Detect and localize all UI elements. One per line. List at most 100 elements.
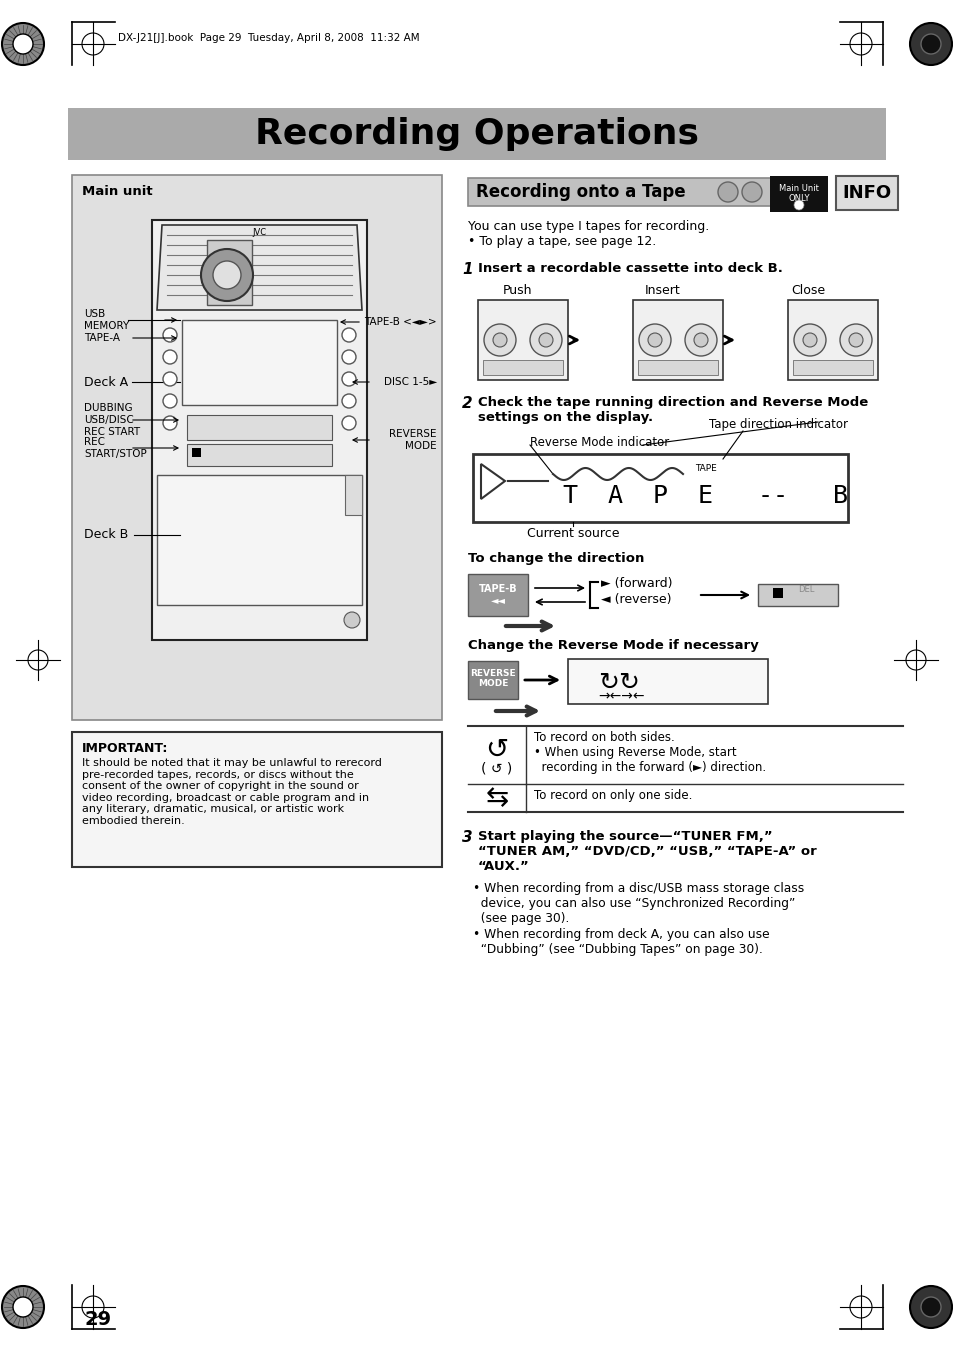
Circle shape (530, 324, 561, 357)
Text: To record on both sides.
• When using Reverse Mode, start
  recording in the for: To record on both sides. • When using Re… (534, 731, 765, 774)
Circle shape (793, 200, 803, 209)
Text: Change the Reverse Mode if necessary: Change the Reverse Mode if necessary (468, 639, 758, 653)
Text: Insert a recordable cassette into deck B.: Insert a recordable cassette into deck B… (477, 262, 782, 276)
Bar (468, 574, 527, 616)
Text: Close: Close (790, 284, 824, 297)
Text: ( ↺ ): ( ↺ ) (481, 761, 512, 775)
Text: JVC: JVC (252, 228, 266, 236)
Bar (157, 476, 361, 605)
Circle shape (840, 324, 871, 357)
Circle shape (684, 324, 717, 357)
Text: Check the tape running direction and Reverse Mode
settings on the display.: Check the tape running direction and Rev… (477, 396, 867, 424)
Circle shape (639, 324, 670, 357)
Circle shape (2, 23, 44, 65)
Text: 2: 2 (461, 396, 472, 411)
Circle shape (163, 394, 177, 408)
Bar (71, 732, 441, 867)
Circle shape (909, 23, 951, 65)
Polygon shape (157, 226, 361, 309)
Circle shape (344, 612, 359, 628)
Circle shape (13, 1297, 33, 1317)
Bar (71, 176, 441, 720)
Text: TAPE-A: TAPE-A (84, 332, 120, 343)
Circle shape (201, 249, 253, 301)
Bar (758, 584, 837, 607)
Circle shape (341, 416, 355, 430)
Text: To record on only one side.: To record on only one side. (534, 789, 692, 802)
Bar (792, 359, 872, 376)
Text: REVERSE
MODE: REVERSE MODE (470, 669, 516, 689)
Text: Recording Operations: Recording Operations (254, 118, 699, 151)
Bar (772, 588, 782, 598)
Circle shape (13, 34, 33, 54)
Circle shape (213, 261, 241, 289)
Circle shape (163, 328, 177, 342)
Circle shape (483, 324, 516, 357)
Text: Insert: Insert (644, 284, 680, 297)
Text: 1: 1 (461, 262, 472, 277)
Bar (187, 444, 332, 466)
Circle shape (341, 350, 355, 363)
Circle shape (163, 350, 177, 363)
Bar (638, 359, 718, 376)
Text: You can use type I tapes for recording.: You can use type I tapes for recording. (468, 220, 708, 232)
Text: Main unit: Main unit (82, 185, 152, 199)
Text: TAPE: TAPE (695, 463, 716, 473)
Text: ↺: ↺ (485, 736, 508, 765)
Circle shape (741, 182, 761, 203)
Circle shape (848, 332, 862, 347)
Circle shape (920, 1297, 940, 1317)
Bar (787, 300, 877, 380)
Text: It should be noted that it may be unlawful to rerecord
pre-recorded tapes, recor: It should be noted that it may be unlawf… (82, 758, 381, 825)
Bar (473, 454, 847, 521)
Text: ↻↻: ↻↻ (598, 671, 639, 694)
Circle shape (163, 416, 177, 430)
Text: REC
START/STOP: REC START/STOP (84, 438, 147, 459)
Text: • When recording from a disc/USB mass storage class
  device, you can also use “: • When recording from a disc/USB mass st… (473, 882, 803, 925)
Text: ► (forward): ► (forward) (600, 577, 672, 590)
Bar (182, 320, 336, 405)
Circle shape (493, 332, 506, 347)
Bar (567, 659, 767, 704)
Text: 3: 3 (461, 830, 472, 844)
Bar (769, 176, 827, 212)
Bar (482, 359, 562, 376)
Bar (468, 661, 517, 698)
Text: ◄ (reverse): ◄ (reverse) (600, 593, 671, 607)
Circle shape (2, 1286, 44, 1328)
Bar (207, 240, 252, 305)
Text: Reverse Mode indicator: Reverse Mode indicator (530, 436, 669, 449)
Text: TAPE-B
◄◄: TAPE-B ◄◄ (478, 584, 517, 605)
Text: Recording onto a Tape: Recording onto a Tape (476, 182, 685, 201)
Text: IMPORTANT:: IMPORTANT: (82, 742, 168, 755)
Text: • When recording from deck A, you can also use
  “Dubbing” (see “Dubbing Tapes” : • When recording from deck A, you can al… (473, 928, 769, 957)
Text: Start playing the source—“TUNER FM,”
“TUNER AM,” “DVD/CD,” “USB,” “TAPE-A” or
“A: Start playing the source—“TUNER FM,” “TU… (477, 830, 816, 873)
Circle shape (693, 332, 707, 347)
Text: INFO: INFO (841, 184, 891, 203)
Text: DISC 1-5►: DISC 1-5► (383, 377, 436, 386)
Circle shape (647, 332, 661, 347)
Bar (68, 108, 885, 159)
Text: USB
MEMORY: USB MEMORY (84, 309, 129, 331)
Bar (192, 449, 201, 457)
Text: DUBBING
USB/DISC
REC START: DUBBING USB/DISC REC START (84, 404, 140, 436)
Circle shape (793, 324, 825, 357)
Bar (477, 300, 567, 380)
Text: Current source: Current source (526, 527, 618, 540)
Bar (152, 220, 367, 640)
Circle shape (341, 328, 355, 342)
Text: 29: 29 (85, 1310, 112, 1329)
Text: REVERSE
MODE: REVERSE MODE (389, 430, 436, 451)
Circle shape (341, 372, 355, 386)
Text: To change the direction: To change the direction (468, 553, 643, 565)
Text: • To play a tape, see page 12.: • To play a tape, see page 12. (468, 235, 656, 249)
Circle shape (538, 332, 553, 347)
Circle shape (718, 182, 738, 203)
Circle shape (920, 34, 940, 54)
Bar (633, 300, 722, 380)
Text: Deck A: Deck A (84, 376, 128, 389)
Bar (187, 415, 332, 440)
Text: Deck B: Deck B (84, 528, 128, 542)
Text: Push: Push (503, 284, 532, 297)
Circle shape (341, 394, 355, 408)
